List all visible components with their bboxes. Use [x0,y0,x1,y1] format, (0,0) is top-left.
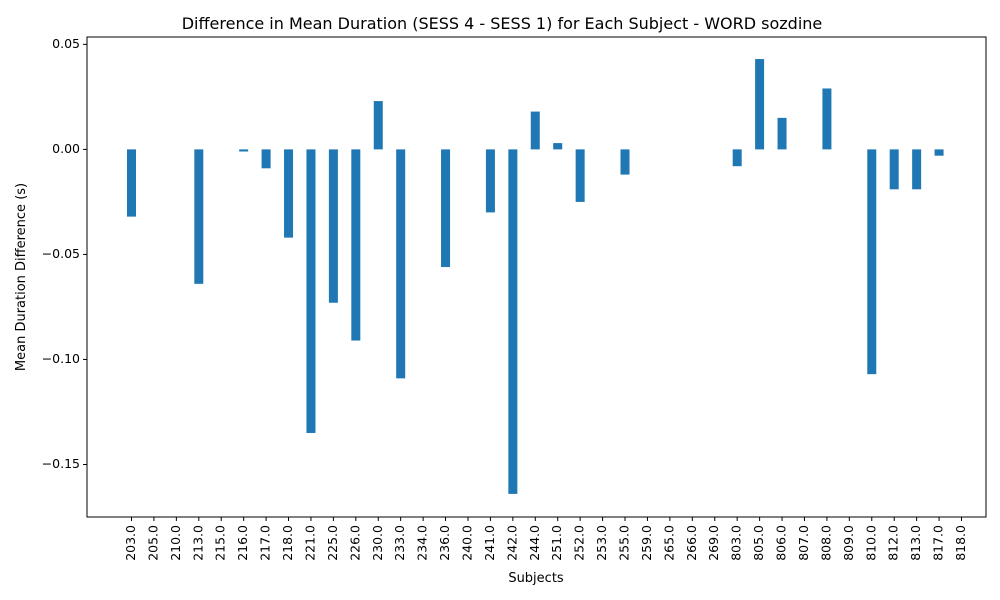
x-tick-label: 230.0 [370,525,385,561]
x-tick-label: 234.0 [415,525,430,561]
x-tick-label: 216.0 [235,525,250,561]
bar-810.0 [867,149,877,375]
x-tick-label: 253.0 [594,525,609,561]
bar-817.0 [934,149,944,156]
bar-218.0 [284,149,294,238]
x-tick-label: 205.0 [145,525,160,561]
bar-255.0 [620,149,630,175]
bar-812.0 [889,149,899,190]
x-tick-label: 252.0 [572,525,587,561]
y-tick-label: 0.00 [52,141,80,156]
x-tick-label: 806.0 [774,525,789,561]
x-tick-label: 240.0 [459,525,474,561]
bar-251.0 [553,143,563,150]
bar-808.0 [822,88,832,150]
plot-frame [86,36,987,518]
x-tick-label: 210.0 [168,525,183,561]
x-tick-label: 215.0 [213,525,228,561]
y-tick-label: −0.15 [42,456,80,471]
bar-241.0 [485,149,495,213]
x-tick-label: 251.0 [549,525,564,561]
x-tick-label: 213.0 [190,525,205,561]
bar-213.0 [194,149,204,284]
x-tick-label: 242.0 [504,525,519,561]
x-tick-label: 259.0 [639,525,654,561]
x-tick-label: 221.0 [302,525,317,561]
x-tick-label: 809.0 [841,525,856,561]
x-tick-label: 236.0 [437,525,452,561]
bar-226.0 [351,149,361,341]
bar-805.0 [755,59,765,150]
x-axis-label: Subjects [508,571,564,586]
bar-803.0 [732,149,742,167]
y-tick-label: −0.05 [42,246,80,261]
x-tick-label: 817.0 [931,525,946,561]
bar-217.0 [261,149,271,169]
x-tick-label: 265.0 [661,525,676,561]
x-tick-label: 812.0 [886,525,901,561]
bars-group [127,59,944,494]
x-tick-label: 808.0 [818,525,833,561]
x-tick-label: 810.0 [863,525,878,561]
x-tick-label: 266.0 [684,525,699,561]
bar-233.0 [396,149,406,379]
bar-806.0 [777,117,787,150]
bar-813.0 [912,149,922,190]
chart-title: Difference in Mean Duration (SESS 4 - SE… [182,14,823,33]
bar-225.0 [328,149,338,303]
bar-230.0 [373,101,383,150]
x-tick-label: 805.0 [751,525,766,561]
bar-242.0 [508,149,518,494]
x-tick-label: 217.0 [258,525,273,561]
bar-203.0 [127,149,136,217]
x-tick-label: 233.0 [392,525,407,561]
x-axis-ticks: 203.0 205.0 210.0 213.0 215.0 216.0 217.0 218.0… [123,517,968,561]
y-tick-label: −0.10 [42,351,80,366]
bar-216.0 [239,149,249,152]
x-tick-label: 203.0 [123,525,138,561]
x-tick-label: 225.0 [325,525,340,561]
x-tick-label: 244.0 [527,525,542,561]
y-tick-label: 0.05 [52,36,80,51]
x-tick-label: 255.0 [617,525,632,561]
x-tick-label: 218.0 [280,525,295,561]
bar-244.0 [530,111,540,150]
x-tick-label: 269.0 [706,525,721,561]
x-tick-label: 803.0 [729,525,744,561]
bar-252.0 [575,149,585,202]
y-axis-ticks: 0.05 0.00 −0.05 −0.10 −0.15 [42,36,87,471]
bar-236.0 [441,149,451,268]
y-axis-label: Mean Duration Difference (s) [14,183,29,371]
x-tick-label: 807.0 [796,525,811,561]
x-tick-label: 818.0 [953,525,968,561]
x-tick-label: 241.0 [482,525,497,561]
x-tick-label: 226.0 [347,525,362,561]
bar-221.0 [306,149,316,433]
x-tick-label: 813.0 [908,525,923,561]
